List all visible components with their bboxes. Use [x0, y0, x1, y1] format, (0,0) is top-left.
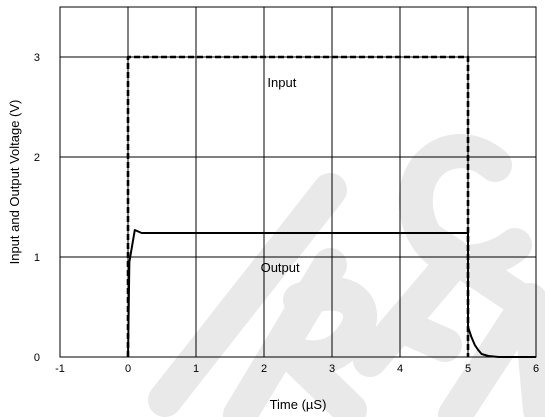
x-tick-label-4: 3: [329, 363, 335, 375]
y-axis-label: Input and Output Voltage (V): [7, 100, 22, 265]
series-output: [127, 229, 536, 358]
plot-frame: [59, 6, 537, 358]
x-tick-label-6: 5: [465, 363, 471, 375]
series-layer: [126, 55, 536, 358]
y-tick-label-3: 3: [34, 52, 40, 64]
y-tick-labels: 0 1 2 3: [34, 52, 40, 364]
y-tick-label-2: 2: [34, 152, 40, 164]
y-tick-label-0: 0: [34, 352, 40, 364]
x-tick-label-3: 2: [261, 363, 267, 375]
y-tick-label-1: 1: [34, 252, 40, 264]
x-axis-label: Time (µS): [270, 397, 327, 412]
x-tick-label-5: 4: [397, 363, 403, 375]
watermark-stroke-slash: [148, 173, 347, 417]
annotation-input: Input: [267, 75, 296, 90]
x-tick-label-1: 0: [125, 363, 131, 375]
x-tick-label-2: 1: [193, 363, 199, 375]
annotation-output: Output: [261, 260, 300, 275]
x-tick-labels: -1 0 1 2 3 4 5 6: [55, 363, 539, 375]
watermark-stroke-e: [353, 223, 537, 377]
series-input: [126, 55, 470, 357]
x-tick-label-0: -1: [55, 363, 65, 375]
watermark-stroke-n: [438, 283, 545, 417]
watermark: [148, 134, 545, 417]
x-tick-label-7: 6: [533, 363, 539, 375]
